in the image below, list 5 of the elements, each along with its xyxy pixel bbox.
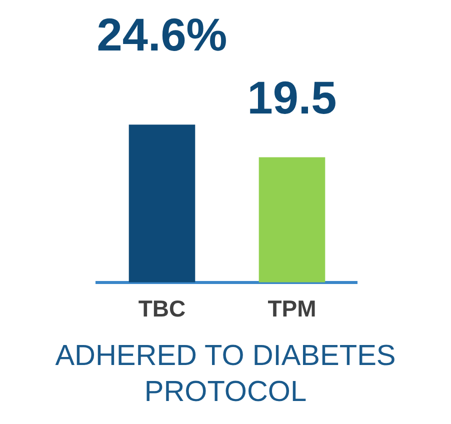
data-label: 19.5	[247, 71, 337, 124]
data-label: 24.6%	[96, 8, 228, 61]
x-axis-title: ADHERED TO DIABETES PROTOCOL	[54, 339, 397, 410]
x-tick-label: TBC	[138, 296, 186, 322]
x-tick-label: TPM	[268, 296, 316, 322]
